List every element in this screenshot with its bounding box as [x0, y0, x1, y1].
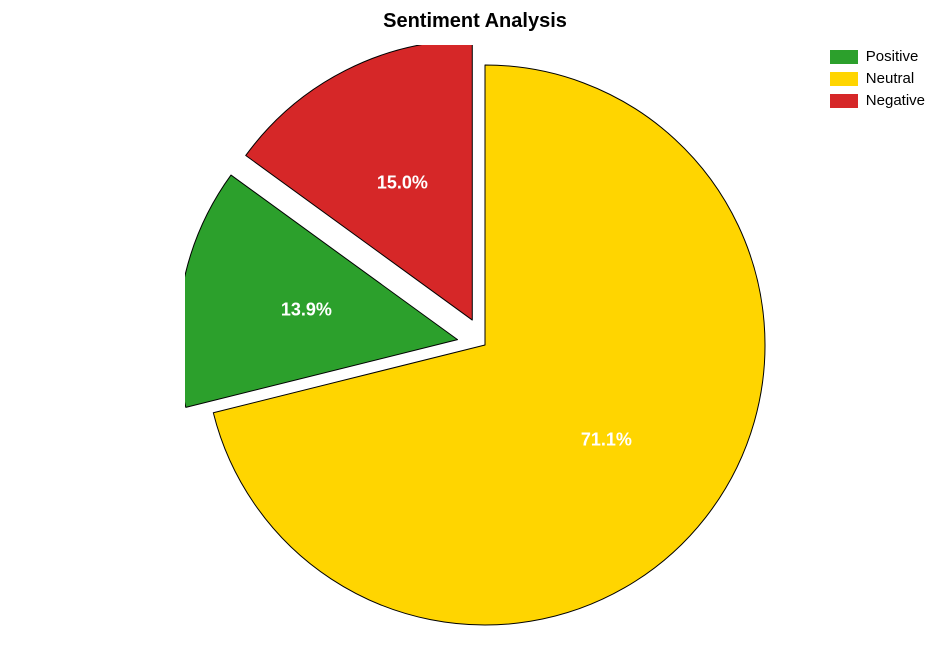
- legend-item-neutral: Neutral: [830, 70, 925, 87]
- slice-label-negative: 15.0%: [377, 172, 428, 193]
- pie-chart: [185, 45, 785, 645]
- legend-label-negative: Negative: [866, 92, 925, 109]
- legend-item-positive: Positive: [830, 48, 925, 65]
- chart-title: Sentiment Analysis: [383, 10, 567, 33]
- legend-label-positive: Positive: [866, 48, 919, 65]
- slice-label-neutral: 71.1%: [581, 429, 632, 450]
- legend-swatch-negative: [830, 94, 858, 108]
- legend-label-neutral: Neutral: [866, 70, 914, 87]
- legend-swatch-neutral: [830, 72, 858, 86]
- legend-item-negative: Negative: [830, 92, 925, 109]
- legend-swatch-positive: [830, 50, 858, 64]
- legend: Positive Neutral Negative: [830, 48, 925, 114]
- chart-container: Sentiment Analysis 71.1% 13.9% 15.0% Posit…: [0, 0, 950, 662]
- slice-label-positive: 13.9%: [281, 300, 332, 321]
